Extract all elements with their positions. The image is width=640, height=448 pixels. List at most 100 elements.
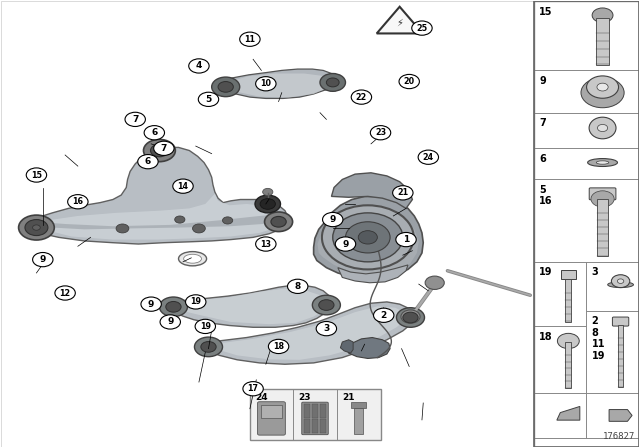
Text: 13: 13 (260, 240, 271, 249)
Circle shape (618, 279, 624, 284)
Circle shape (141, 297, 161, 311)
Circle shape (611, 275, 630, 288)
Text: 9: 9 (540, 76, 546, 86)
Circle shape (333, 213, 403, 262)
Polygon shape (40, 194, 283, 240)
Circle shape (316, 322, 337, 336)
Circle shape (319, 300, 334, 310)
Circle shape (592, 8, 613, 22)
Polygon shape (172, 285, 332, 327)
Ellipse shape (184, 254, 202, 263)
Text: 14: 14 (177, 181, 189, 191)
Text: 4: 4 (196, 61, 202, 70)
Circle shape (268, 339, 289, 353)
Polygon shape (332, 173, 412, 208)
Circle shape (173, 179, 193, 193)
Circle shape (125, 112, 145, 126)
Circle shape (323, 212, 343, 227)
Text: 22: 22 (356, 93, 367, 102)
Circle shape (393, 186, 413, 200)
Text: 11: 11 (244, 35, 255, 44)
Polygon shape (205, 302, 414, 364)
Circle shape (195, 337, 223, 357)
Circle shape (193, 224, 205, 233)
Polygon shape (221, 69, 336, 99)
Text: 9: 9 (330, 215, 336, 224)
Circle shape (68, 194, 88, 209)
FancyBboxPatch shape (597, 199, 608, 256)
Circle shape (271, 216, 286, 227)
Text: 21: 21 (342, 393, 355, 402)
Circle shape (401, 310, 420, 323)
Circle shape (403, 312, 418, 323)
Circle shape (358, 231, 378, 244)
Text: 12: 12 (60, 289, 70, 297)
Text: 9: 9 (40, 255, 46, 264)
Circle shape (396, 233, 416, 247)
Polygon shape (27, 214, 282, 229)
Text: 18: 18 (540, 332, 553, 342)
Text: 6: 6 (145, 157, 151, 166)
FancyBboxPatch shape (1, 1, 534, 447)
Circle shape (425, 276, 444, 289)
Text: 24: 24 (423, 153, 434, 162)
Circle shape (374, 308, 394, 323)
Ellipse shape (596, 161, 609, 164)
Text: 25: 25 (417, 24, 428, 33)
Circle shape (312, 295, 340, 315)
Text: 5: 5 (205, 95, 212, 104)
Circle shape (335, 237, 356, 251)
Text: 8: 8 (294, 282, 301, 291)
Polygon shape (212, 306, 406, 360)
Circle shape (371, 125, 391, 140)
Text: ⚡: ⚡ (396, 18, 403, 28)
Text: 6: 6 (151, 128, 157, 137)
FancyBboxPatch shape (312, 419, 318, 433)
Circle shape (587, 76, 618, 98)
Circle shape (412, 21, 432, 35)
Text: 24: 24 (255, 393, 268, 402)
FancyBboxPatch shape (304, 404, 310, 418)
Text: 23: 23 (298, 393, 311, 402)
Circle shape (198, 92, 219, 107)
Circle shape (144, 125, 164, 140)
FancyBboxPatch shape (565, 279, 572, 322)
Circle shape (557, 333, 579, 349)
Text: 2
8
11
19: 2 8 11 19 (591, 316, 605, 361)
Text: 7: 7 (132, 115, 138, 124)
Polygon shape (609, 409, 632, 421)
Circle shape (160, 315, 180, 329)
Circle shape (19, 215, 54, 240)
FancyBboxPatch shape (301, 402, 328, 435)
Circle shape (399, 74, 419, 89)
Text: 9: 9 (342, 240, 349, 249)
Circle shape (581, 78, 624, 108)
Text: 19: 19 (190, 297, 201, 306)
Circle shape (159, 297, 188, 317)
Circle shape (55, 286, 76, 300)
Circle shape (591, 191, 614, 207)
FancyBboxPatch shape (534, 1, 639, 447)
Circle shape (212, 77, 240, 97)
Circle shape (264, 212, 292, 232)
Circle shape (240, 32, 260, 46)
Text: 176827: 176827 (603, 432, 636, 441)
Polygon shape (377, 7, 422, 34)
Circle shape (287, 279, 308, 293)
FancyBboxPatch shape (566, 342, 572, 388)
Ellipse shape (589, 117, 616, 139)
FancyBboxPatch shape (351, 401, 365, 409)
Polygon shape (314, 196, 423, 278)
FancyBboxPatch shape (250, 389, 381, 440)
Text: 10: 10 (260, 79, 271, 88)
FancyBboxPatch shape (596, 18, 609, 65)
Ellipse shape (588, 159, 618, 167)
Circle shape (189, 59, 209, 73)
Circle shape (26, 168, 47, 182)
Circle shape (218, 82, 234, 92)
FancyBboxPatch shape (612, 317, 628, 326)
Circle shape (418, 150, 438, 164)
Circle shape (260, 198, 275, 209)
Circle shape (201, 341, 216, 352)
Text: 2: 2 (381, 311, 387, 320)
